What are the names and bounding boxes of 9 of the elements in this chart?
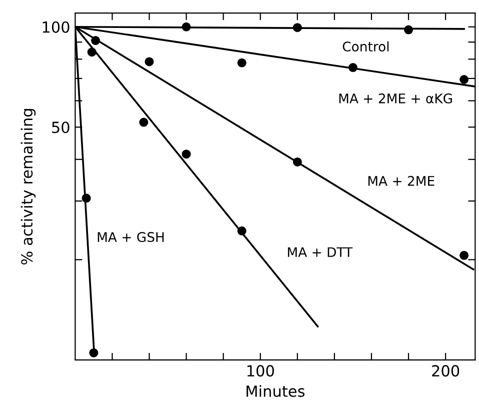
series-label: MA + 2ME — [368, 176, 434, 186]
series-label: Control — [342, 41, 389, 52]
legend-label: MA + 2ME + αKG — [339, 93, 452, 104]
x-axis-title: Minutes — [246, 385, 305, 397]
y-tick-label: 50 — [52, 122, 70, 134]
series-label: MA + DTT — [288, 247, 353, 257]
y-axis-title: % activity remaining — [20, 109, 36, 264]
x-tick-label: 200 — [432, 365, 460, 377]
series-label: MA + GSH — [98, 232, 164, 242]
